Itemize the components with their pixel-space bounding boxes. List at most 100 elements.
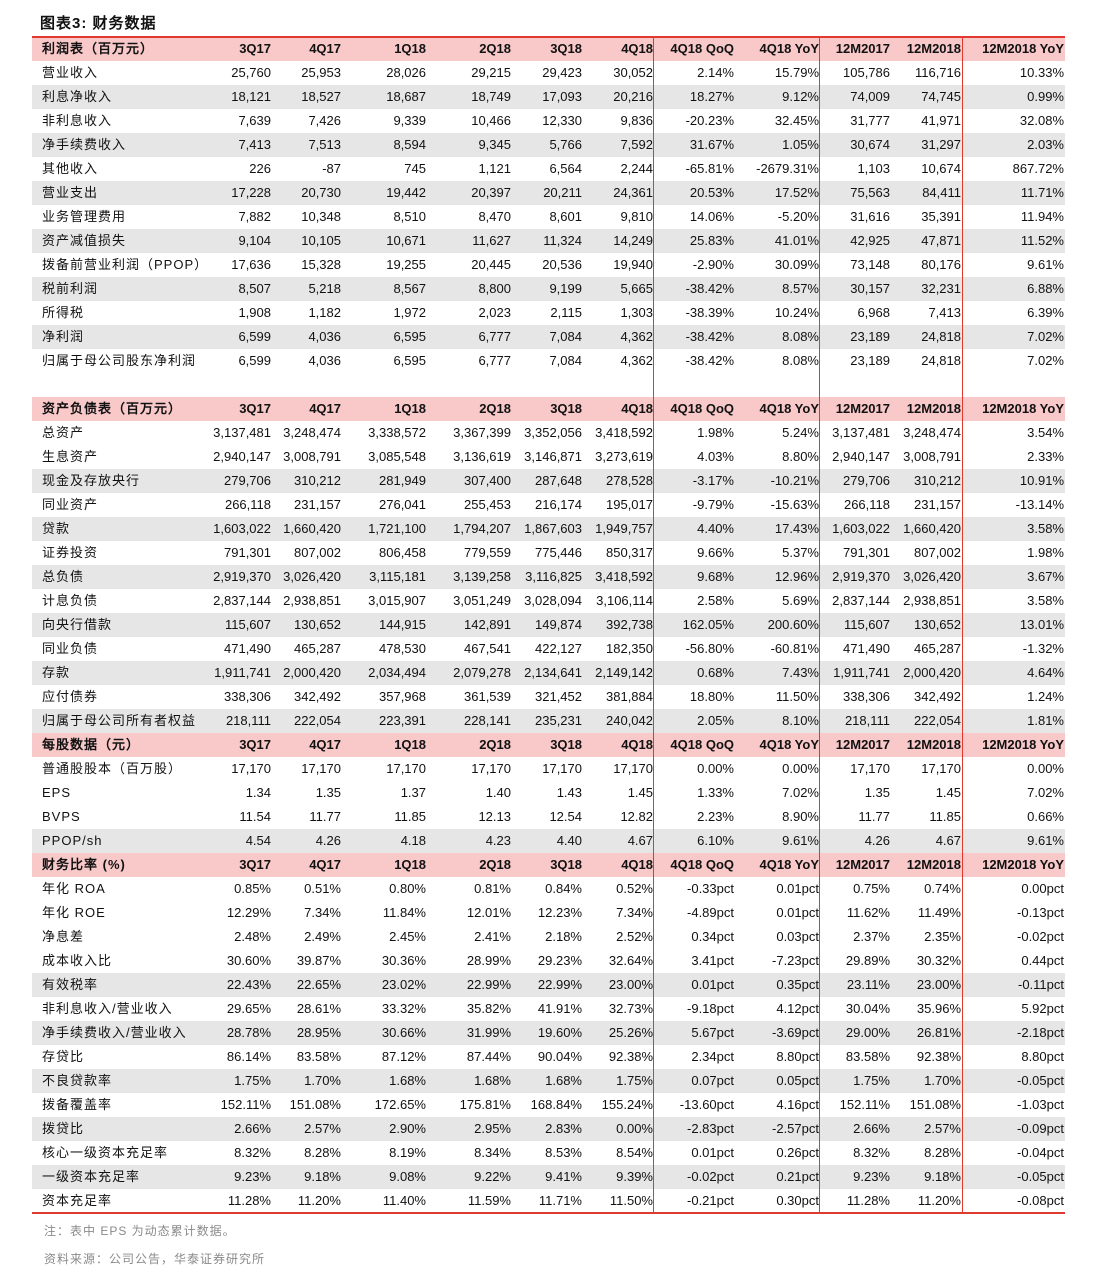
value-cell: 105,786 — [843, 65, 890, 80]
value-cell: 223,391 — [342, 709, 427, 733]
value-cell: 357,968 — [379, 689, 426, 704]
value-cell: 1.43 — [556, 785, 582, 800]
value-cell: 0.80% — [389, 881, 426, 896]
column-header: 4Q17 — [272, 37, 342, 61]
value-cell: 9.23% — [200, 1165, 272, 1189]
table-row: 归属于母公司所有者权益 218,111 222,054 223,391 228,141 2… — [32, 709, 1065, 733]
value-cell: 2,837,144 — [213, 593, 271, 608]
value-cell: 144,915 — [342, 613, 427, 637]
value-cell: 92.38% — [608, 1049, 653, 1064]
value-cell: 422,127 — [535, 641, 582, 656]
value-cell: 19.60% — [512, 1021, 583, 1045]
row-label: 向央行借款 — [32, 613, 200, 637]
value-cell: 8,507 — [200, 277, 272, 301]
table-row: 贷款 1,603,022 1,660,420 1,721,100 1,794,207 1,… — [32, 517, 1065, 541]
table-row: 营业支出 17,228 20,730 19,442 20,397 20,211 24,361… — [32, 181, 1065, 205]
row-label: PPOP/sh — [32, 829, 200, 853]
value-cell: 8.32% — [853, 1145, 890, 1160]
value-cell: 8.34% — [474, 1145, 511, 1160]
row-label: 普通股股本（百万股） — [42, 761, 183, 776]
value-cell: 11.52% — [962, 229, 1065, 253]
value-cell: 8.28% — [924, 1145, 961, 1160]
value-cell: 0.00% — [583, 1117, 654, 1141]
value-cell: 8.28% — [304, 1145, 341, 1160]
value-cell: -4.89pct — [687, 905, 734, 920]
value-cell: 12.23% — [537, 905, 582, 920]
row-label: 所得税 — [42, 305, 85, 320]
value-cell: 13.01% — [962, 613, 1065, 637]
value-cell: 1.45 — [935, 785, 961, 800]
financial-data-table: 利润表（百万元） 3Q17 4Q17 1Q18 2Q18 3Q18 4Q18 4Q18 QoQ… — [32, 37, 1065, 1213]
value-cell: 307,400 — [427, 469, 512, 493]
value-cell: 5,218 — [272, 277, 342, 301]
value-cell: 1.05% — [735, 133, 820, 157]
value-cell: 29.65% — [226, 1001, 271, 1016]
value-cell: 24,361 — [583, 181, 654, 205]
value-cell: 30,052 — [613, 65, 653, 80]
value-cell: 4.23 — [427, 829, 512, 853]
column-header: 2Q18 — [427, 853, 512, 877]
value-cell: 6,777 — [478, 353, 511, 368]
value-cell: 25,953 — [301, 65, 341, 80]
value-cell: 22.99% — [427, 973, 512, 997]
column-header: 12M2018 — [891, 853, 962, 877]
value-cell: 42,925 — [820, 229, 891, 253]
value-cell: 73,148 — [850, 257, 890, 272]
value-cell: 1,867,603 — [512, 517, 583, 541]
value-cell: 22.65% — [272, 973, 342, 997]
value-cell: 9,339 — [393, 113, 426, 128]
value-cell: 41.91% — [537, 1001, 582, 1016]
column-header: 4Q18 — [583, 853, 654, 877]
value-cell: 84,411 — [891, 181, 962, 205]
spacer-row — [32, 373, 1065, 397]
value-cell: 2,938,851 — [283, 593, 341, 608]
table-row: 利息净收入 18,121 18,527 18,687 18,749 17,093 20,21… — [32, 85, 1065, 109]
column-header: 1Q18 — [342, 733, 427, 757]
column-header: 4Q18 QoQ — [654, 37, 735, 61]
value-cell: 7,513 — [272, 133, 342, 157]
empty-cell — [32, 373, 200, 397]
value-cell: 9.66% — [697, 545, 734, 560]
value-cell: 4.26 — [820, 829, 891, 853]
value-cell: -0.11pct — [962, 973, 1065, 997]
value-cell: 4.67 — [891, 829, 962, 853]
row-label: 年化 ROA — [42, 881, 106, 896]
value-cell: 0.84% — [545, 881, 582, 896]
value-cell: 3,273,619 — [595, 449, 653, 464]
value-cell: -56.80% — [685, 641, 734, 656]
column-header: 12M2018 YoY — [962, 397, 1065, 421]
value-cell: 2,919,370 — [820, 565, 891, 589]
value-cell: 2,034,494 — [342, 661, 427, 685]
row-label: 应付债券 — [42, 689, 99, 704]
column-header: 4Q18 — [583, 37, 654, 61]
value-cell: 20,211 — [512, 181, 583, 205]
value-cell: 310,212 — [891, 469, 962, 493]
value-cell: 1.75% — [200, 1069, 272, 1093]
value-cell: 278,528 — [583, 469, 654, 493]
value-cell: 2,940,147 — [213, 449, 271, 464]
value-cell: 279,706 — [200, 469, 272, 493]
value-cell: 342,492 — [294, 689, 341, 704]
value-cell: 2.03% — [962, 133, 1065, 157]
empty-cell — [654, 373, 735, 397]
value-cell: 226 — [249, 161, 271, 176]
value-cell: 11.62% — [846, 905, 890, 920]
value-cell: 32.45% — [774, 113, 819, 128]
column-header: 1Q18 — [342, 397, 427, 421]
table-row: 业务管理费用 7,882 10,348 8,510 8,470 8,601 9,810 14.… — [32, 205, 1065, 229]
value-cell: 168.84% — [530, 1097, 582, 1112]
value-cell: 0.07pct — [654, 1069, 735, 1093]
value-cell: 279,706 — [820, 469, 891, 493]
value-cell: -2.18pct — [962, 1021, 1065, 1045]
value-cell: 9.18% — [272, 1165, 342, 1189]
value-cell: 2.35% — [924, 929, 961, 944]
table-row: 非利息收入/营业收入 29.65% 28.61% 33.32% 35.82% 41.91%… — [32, 997, 1065, 1021]
row-label: 存贷比 — [42, 1049, 85, 1064]
value-cell: 4.16pct — [776, 1097, 819, 1112]
value-cell: 7,882 — [238, 209, 271, 224]
value-cell: 11.94% — [1020, 209, 1064, 224]
value-cell: 19,442 — [342, 181, 427, 205]
value-cell: 18.80% — [689, 689, 734, 704]
table-row: 核心一级资本充足率 8.32% 8.28% 8.19% 8.34% 8.53% 8.54% 0… — [32, 1141, 1065, 1165]
row-label: 归属于母公司所有者权益 — [32, 709, 200, 733]
